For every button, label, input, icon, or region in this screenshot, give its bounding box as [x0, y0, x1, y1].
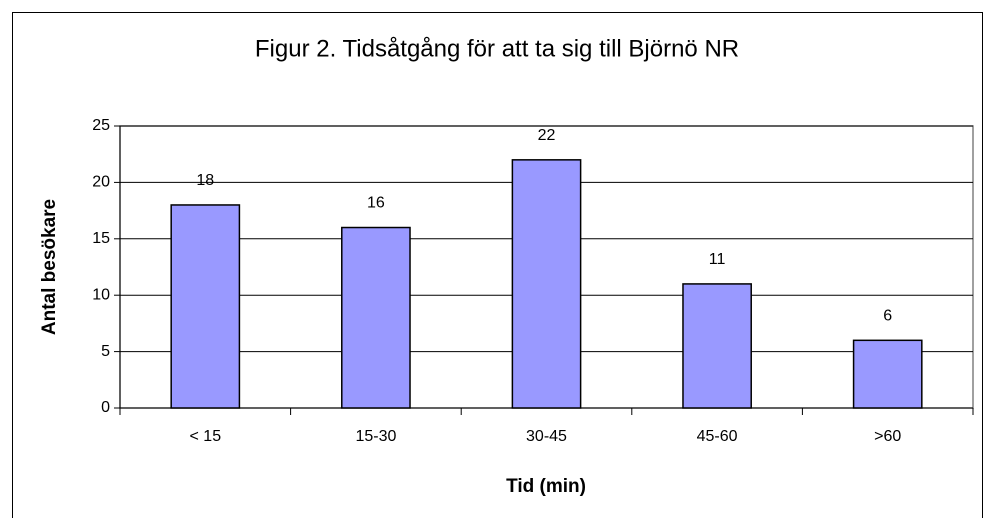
x-tick-label: 30-45	[526, 428, 567, 445]
x-tick-label: < 15	[190, 428, 222, 445]
y-tick-label: 15	[92, 230, 110, 247]
chart-title: Figur 2. Tidsåtgång för att ta sig till …	[255, 35, 739, 62]
y-tick-label: 0	[101, 399, 110, 416]
x-axis-label: Tid (min)	[506, 476, 586, 497]
x-tick-label: 15-30	[355, 428, 396, 445]
y-tick-label: 25	[92, 117, 110, 134]
bar	[341, 226, 411, 409]
data-label: 6	[883, 308, 892, 325]
data-label: 18	[196, 172, 214, 189]
y-tick-label: 20	[92, 174, 110, 191]
bar	[511, 159, 582, 409]
x-tick-label: >60	[874, 428, 901, 445]
bar	[170, 204, 241, 409]
x-tick-label: 45-60	[697, 428, 738, 445]
data-label: 11	[709, 251, 726, 268]
y-axis-label: Antal besökare	[39, 199, 60, 335]
bar	[682, 283, 752, 409]
data-label: 16	[367, 195, 385, 212]
data-label: 22	[538, 127, 556, 144]
y-tick-label: 10	[92, 286, 110, 303]
bar	[852, 339, 923, 409]
y-tick-label: 5	[101, 343, 110, 360]
